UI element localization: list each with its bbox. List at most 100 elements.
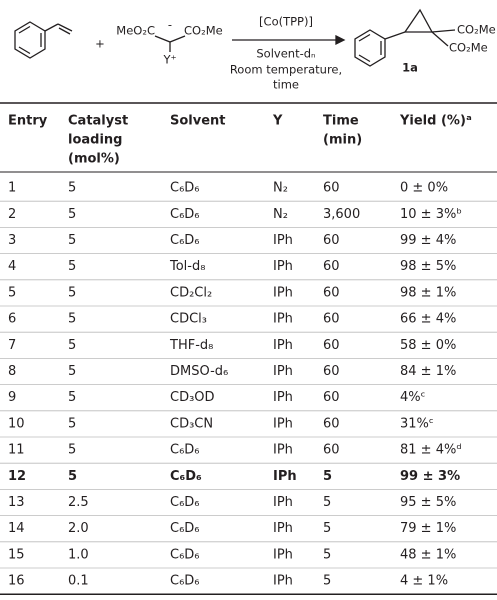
table-cell: 5 <box>323 495 331 510</box>
table-cell: 60 <box>323 312 340 327</box>
header-cell: Entry <box>8 114 48 129</box>
header-cell: Catalyst <box>68 114 128 129</box>
header-cell: Yield (%)ᵃ <box>399 114 472 129</box>
reagent-left: MeO₂C <box>116 24 155 38</box>
table-cell: 9 <box>8 390 16 405</box>
table-cell: 15 <box>8 547 25 562</box>
conditions: time <box>273 78 299 92</box>
catalyst: [Co(TPP)] <box>259 15 313 29</box>
table-cell: Tol-d₈ <box>169 259 205 274</box>
table-cell: 98 ± 5% <box>400 259 456 274</box>
table-cell: IPh <box>273 547 293 562</box>
table-cell: 3 <box>8 233 16 248</box>
table-cell: 2.0 <box>68 521 89 536</box>
table-cell: 5 <box>68 390 76 405</box>
product-label: 1a <box>402 61 418 75</box>
reaction-scheme <box>14 8 456 67</box>
table-cell: DMSO-d₆ <box>170 364 228 379</box>
table-cell: 5 <box>68 443 76 458</box>
table-cell: CD₂Cl₂ <box>170 285 212 300</box>
reagent-y: Y⁺ <box>162 53 176 67</box>
table-cell: CD₃CN <box>170 416 213 431</box>
table-cell: 60 <box>323 443 340 458</box>
table-cell: N₂ <box>273 207 288 222</box>
table-cell: C₆D₆ <box>170 207 200 222</box>
table-cell: C₆D₆ <box>170 443 200 458</box>
table-cell: 5 <box>68 364 76 379</box>
table-cell: 5 <box>68 181 76 196</box>
solvent: Solvent-dₙ <box>256 47 315 61</box>
header-cell: Time <box>323 114 359 129</box>
table-cell: C₆D₆ <box>170 521 200 536</box>
table-cell: 8 <box>8 364 16 379</box>
table-cell: 99 ± 3% <box>400 469 460 484</box>
table-cell: C₆D₆ <box>170 547 200 562</box>
table-cell: IPh <box>273 469 297 484</box>
header-cell: (min) <box>323 133 362 148</box>
table-cell: 81 ± 4%ᵈ <box>400 443 462 458</box>
table-cell: 0 ± 0% <box>400 181 448 196</box>
table-cell: 5 <box>68 338 76 353</box>
table-cell: 60 <box>323 259 340 274</box>
table-cell: 12 <box>8 469 26 484</box>
table-cell: 60 <box>323 390 340 405</box>
table-cell: IPh <box>273 233 293 248</box>
table-cell: C₆D₆ <box>170 574 200 589</box>
reagent-minus: - <box>168 18 172 32</box>
table-cell: 48 ± 1% <box>400 547 456 562</box>
conditions: Room temperature, <box>230 63 342 77</box>
table-cell: 1.0 <box>68 547 89 562</box>
table-cell: IPh <box>273 390 293 405</box>
table-cell: C₆D₆ <box>170 233 200 248</box>
table-cell: IPh <box>273 338 293 353</box>
table-cell: 58 ± 0% <box>400 338 456 353</box>
table-cell: 5 <box>68 233 76 248</box>
table-cell: 1 <box>8 181 16 196</box>
table-cell: 11 <box>8 443 25 458</box>
table-cell: 31%ᶜ <box>400 416 434 431</box>
table-cell: 13 <box>8 495 25 510</box>
table-cell: 5 <box>323 574 331 589</box>
table-cell: 7 <box>8 338 16 353</box>
table-cell: 99 ± 4% <box>400 233 456 248</box>
table-cell: CD₃OD <box>170 390 215 405</box>
table-cell: 60 <box>323 181 340 196</box>
table-cell: 4 <box>8 259 16 274</box>
table-cell: IPh <box>273 443 293 458</box>
table-cell: C₆D₆ <box>170 495 200 510</box>
table-cell: 84 ± 1% <box>400 364 456 379</box>
table-cell: 5 <box>323 521 331 536</box>
table-cell: 5 <box>68 259 76 274</box>
product-ester: CO₂Me <box>449 41 488 55</box>
plus: + <box>95 37 105 51</box>
table-cell: IPh <box>273 416 293 431</box>
table-cell: 5 <box>323 547 331 562</box>
table-cell: 4%ᶜ <box>400 390 425 405</box>
table-cell: 60 <box>323 285 340 300</box>
table-cell: 0.1 <box>68 574 89 589</box>
table-cell: 5 <box>68 312 76 327</box>
header-cell: loading <box>68 133 122 148</box>
table-cell: C₆D₆ <box>170 181 200 196</box>
header-cell: Solvent <box>170 114 226 129</box>
table-cell: IPh <box>273 312 293 327</box>
table-cell: 60 <box>323 416 340 431</box>
table-cell: IPh <box>273 285 293 300</box>
table-cell: 60 <box>323 338 340 353</box>
table-cell: 5 <box>68 469 77 484</box>
table-cell: 6 <box>8 312 16 327</box>
table-cell: 3,600 <box>323 207 360 222</box>
header-cell: (mol%) <box>68 152 120 167</box>
table: Entry Catalyst loading (mol%) Solvent Y Time (m… <box>0 114 497 595</box>
table-cell: 60 <box>323 233 340 248</box>
table-cell: 2.5 <box>68 495 89 510</box>
table-cell: 5 <box>68 207 76 222</box>
table-cell: 14 <box>8 521 25 536</box>
header-cell: Y <box>272 114 283 129</box>
table-cell: 5 <box>8 285 16 300</box>
table-cell: 10 ± 3%ᵇ <box>400 207 462 222</box>
table-cell: 5 <box>323 469 332 484</box>
table-cell: 16 <box>8 574 25 589</box>
table-cell: 95 ± 5% <box>400 495 456 510</box>
